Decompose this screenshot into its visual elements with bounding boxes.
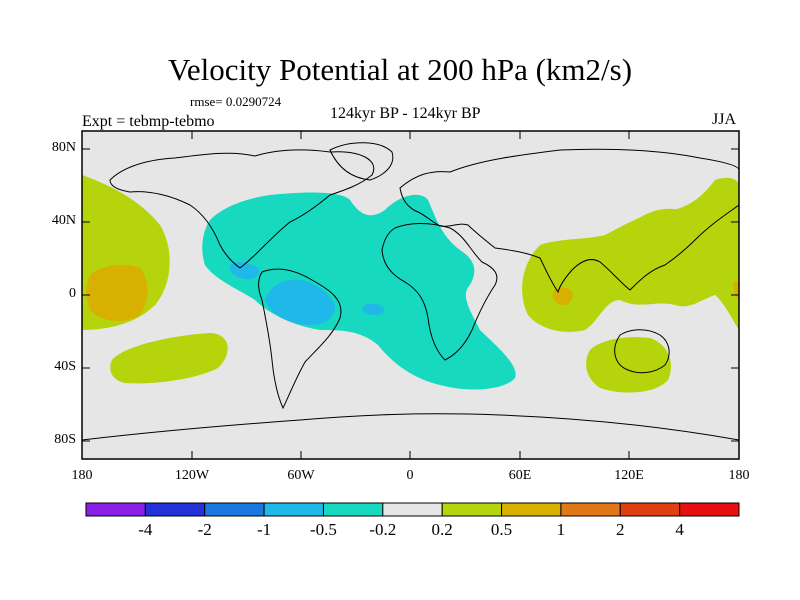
axis-ticks: [82, 131, 739, 459]
period-label: 124kyr BP - 124kyr BP: [330, 105, 481, 122]
lon-label-180e: 180: [728, 468, 750, 483]
colorbar-box: [144, 502, 206, 517]
lon-label-0: 0: [406, 468, 414, 483]
colorbar-box: [322, 502, 384, 517]
lat-label-80n: 80N: [51, 140, 76, 155]
lat-label-40s: 40S: [54, 359, 76, 374]
region-atlantic-americas: [202, 192, 516, 390]
colorbar-tick-label: -0.2: [369, 520, 397, 539]
experiment-label: Expt = tebmp-tebmo: [82, 113, 215, 130]
colorbar-box: [85, 502, 146, 517]
colorbar-box: [560, 502, 621, 517]
colorbar-tick-label: -2: [197, 520, 212, 539]
region-central-pacific-maximum: [86, 264, 148, 322]
lon-label-180w: 180: [71, 468, 93, 483]
colorbar-box: [204, 502, 265, 517]
season-label: JJA: [712, 111, 737, 128]
coastline-south-america: [258, 268, 342, 410]
colorbar-tick-label: 0.2: [431, 520, 453, 539]
colorbar-tick-label: 2: [616, 520, 625, 539]
coastline-north-america: [109, 149, 375, 269]
lat-label-40n: 40N: [51, 213, 76, 228]
colorbar-tick-label: -1: [256, 520, 272, 539]
colorbar-tick-label: -4: [138, 520, 153, 539]
colorbar-box: [619, 502, 681, 517]
colorbar-tick-label: 0.5: [490, 520, 513, 539]
region-south-pacific: [110, 333, 228, 384]
region-atlantic-minimum: [362, 303, 385, 315]
coastline-antarctica: [82, 413, 739, 441]
coastline-africa: [381, 223, 498, 361]
region-amazon-minimum: [265, 279, 336, 325]
colorbar: [85, 502, 740, 517]
colorbar-tick-label: 1: [556, 520, 566, 539]
rmse-label: rmse= 0.0290724: [190, 94, 282, 109]
colorbar-box: [679, 502, 740, 517]
region-caribbean-minimum: [229, 262, 260, 280]
lon-label-120w: 120W: [174, 468, 210, 483]
region-dateline-maximum: [733, 281, 739, 298]
lon-label-60e: 60E: [508, 468, 532, 483]
coastlines: [82, 142, 739, 441]
coastline-australia: [614, 329, 670, 374]
lat-label-80s: 80S: [54, 432, 76, 447]
colorbar-tick-label: 4: [675, 520, 684, 539]
colorbar-box: [382, 502, 443, 517]
lon-label-60w: 60W: [287, 468, 315, 483]
lat-label-0: 0: [69, 286, 76, 301]
region-australia: [586, 337, 671, 393]
region-western-pacific: [621, 208, 703, 258]
colorbar-tick-label: -0.5: [309, 520, 337, 539]
lon-label-120e: 120E: [614, 468, 644, 483]
chart-title: Velocity Potential at 200 hPa (km2/s): [167, 52, 633, 87]
colorbar-box: [263, 502, 324, 517]
colorbar-box: [501, 502, 562, 517]
colorbar-box: [441, 502, 503, 517]
coastline-greenland: [329, 142, 394, 181]
coastline-eurasia: [399, 148, 739, 294]
